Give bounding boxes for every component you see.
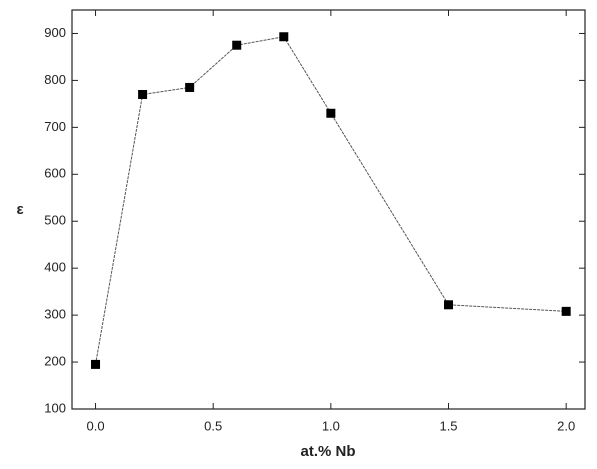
y-tick-label: 500 <box>44 213 66 228</box>
y-tick-label: 900 <box>44 25 66 40</box>
marker <box>91 359 101 369</box>
y-tick-label: 100 <box>44 400 66 415</box>
y-tick-label: 400 <box>44 260 66 275</box>
y-tick-label: 300 <box>44 307 66 322</box>
marker <box>326 108 336 118</box>
x-tick-label: 1.5 <box>439 418 457 433</box>
y-tick-label: 700 <box>44 119 66 134</box>
marker <box>232 40 242 50</box>
series-line <box>95 36 567 365</box>
y-tick-label: 800 <box>44 72 66 87</box>
plot-frame <box>71 9 586 410</box>
marker <box>279 32 289 42</box>
marker <box>561 306 571 316</box>
x-tick-label: 0.0 <box>86 418 104 433</box>
marker <box>444 300 454 310</box>
y-tick-label: 600 <box>44 166 66 181</box>
x-axis-label: at.% Nb <box>300 443 355 460</box>
x-tick-label: 1.0 <box>322 418 340 433</box>
x-tick-label: 2.0 <box>557 418 575 433</box>
marker <box>185 82 195 92</box>
x-tick-label: 0.5 <box>204 418 222 433</box>
marker <box>138 89 148 99</box>
y-tick-label: 200 <box>44 353 66 368</box>
y-axis-label: ε <box>16 201 23 218</box>
